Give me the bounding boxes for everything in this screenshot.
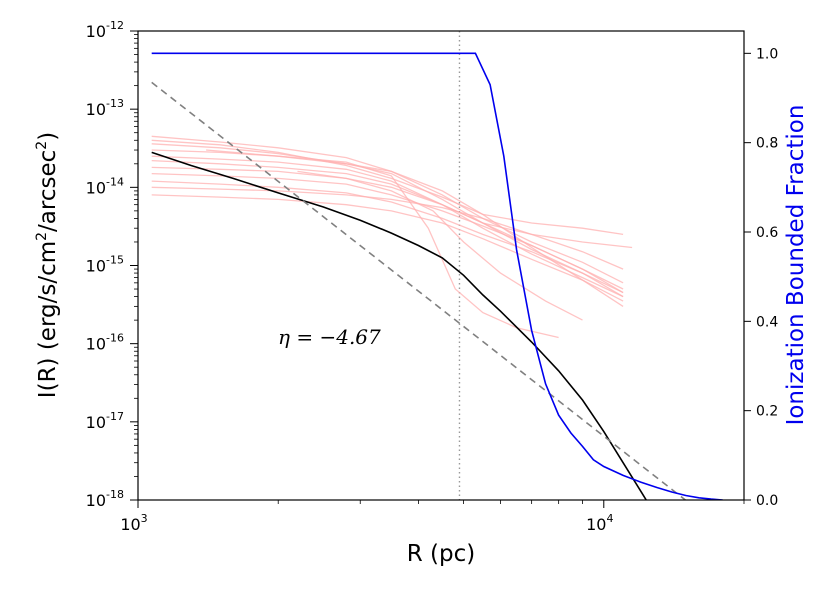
y-tick-label: 10-18 [86,488,124,510]
profile-line-p13 [297,170,624,294]
y-right-tick-label: 0.8 [756,136,778,152]
annotation-eta: η = −4.67 [278,325,381,349]
mean-profile-line [151,151,648,500]
profile-line-p2 [151,143,624,294]
y-tick-label: 10-15 [86,254,124,276]
profile-line-p6 [151,194,624,302]
y-right-tick-label: 0.6 [756,225,778,241]
y-right-tick-label: 0.2 [756,404,778,420]
x-tick-label: 104 [586,512,613,534]
x-tick-label: 103 [120,512,147,534]
plot-frame [137,30,745,501]
y-tick-label: 10-12 [86,19,124,41]
y-tick-label: 10-17 [86,410,124,432]
profile-line-p5 [151,180,624,298]
fraction-line [151,52,723,500]
chart-marks-layer [151,31,723,500]
y-tick-label: 10-14 [86,175,124,197]
profile-line-p8 [151,166,583,321]
axes-layer: 103 104 10-18 10-17 10-16 10-15 10-14 10-13 10-1… [86,19,779,534]
profile-line-p12 [206,149,624,307]
y-axis-title: I(R) (erg/s/cm2/arcsec2) [34,132,61,398]
profile-line-p3 [151,159,633,249]
profile-line-p10 [151,139,624,236]
y-tick-label: 10-13 [86,97,124,119]
y-right-tick-label: 0.4 [756,314,778,330]
fit-line [151,81,687,500]
y-right-axis-title: Ionization Bounded Fraction [783,105,809,426]
y-tick-label: 10-16 [86,332,124,354]
y-right-tick-label: 0.0 [756,493,778,509]
y-right-tick-label: 1.0 [756,46,778,62]
profile-line-p11 [151,186,624,270]
profile-line-p7 [151,155,624,298]
x-axis-title: R (pc) [407,541,475,567]
profile-line-p1 [151,135,624,284]
